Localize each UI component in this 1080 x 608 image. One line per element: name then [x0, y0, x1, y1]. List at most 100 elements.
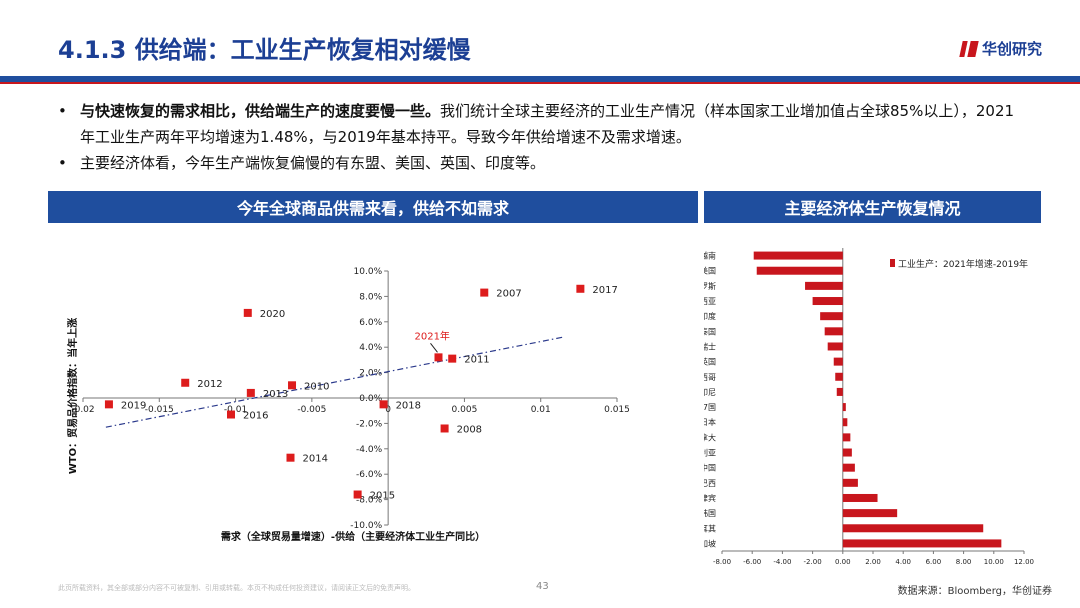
- category-label: 澳大利亚: [704, 448, 716, 458]
- x-tick-label: 0: [385, 405, 391, 415]
- category-label: 美国: [704, 266, 716, 276]
- category-label: 泰国: [704, 326, 716, 336]
- category-label: 墨西哥: [704, 373, 716, 382]
- bullet-emphasis: 与快速恢复的需求相比，供给端生产的速度要慢一些。: [80, 102, 441, 120]
- bar: [805, 281, 843, 290]
- x-tick-label: -0.005: [297, 405, 326, 415]
- category-label: 瑞士: [704, 341, 716, 351]
- bar: [812, 297, 843, 306]
- bar: [842, 539, 1002, 548]
- y-tick-label: -2.0%: [356, 419, 383, 429]
- bar: [842, 524, 984, 533]
- data-label: 2007: [496, 289, 521, 300]
- brand-name: 华创研究: [981, 40, 1042, 58]
- brand-logo: 华创研究: [959, 38, 1042, 59]
- category-label: 韩国: [704, 508, 716, 518]
- data-label: 2008: [457, 424, 482, 435]
- data-label: 2019: [121, 400, 146, 411]
- category-label: 土耳其: [704, 523, 716, 533]
- left-panel-title: 今年全球商品供需来看，供给不如需求: [48, 191, 698, 223]
- category-label: 加拿大: [704, 432, 716, 442]
- x-tick-label: 8.00: [956, 558, 972, 566]
- data-label: 2013: [263, 389, 288, 400]
- data-source: 数据来源：Bloomberg，华创证券: [897, 586, 1052, 597]
- data-point: [243, 308, 252, 317]
- bar-chart: -8.00 -6.00 -4.00 -2.00 0.00 2.00 4.00 6.00 8.00…: [704, 248, 1034, 566]
- data-point: [480, 288, 489, 297]
- y-tick-label: -10.0%: [350, 521, 382, 531]
- data-point: [353, 490, 362, 499]
- data-point: [104, 400, 113, 409]
- category-label: 英国: [704, 357, 716, 367]
- x-tick-label: 2.00: [865, 558, 881, 566]
- y-tick-label: 4.0%: [359, 343, 382, 353]
- brand-logo-icon: [959, 40, 979, 57]
- x-tick-label: 6.00: [926, 558, 942, 566]
- data-point: [379, 400, 388, 409]
- bar: [836, 387, 843, 396]
- y-tick-label: 8.0%: [359, 292, 382, 302]
- data-label: 2016: [243, 411, 268, 422]
- bar: [842, 448, 852, 457]
- scatter-chart: -0.02 -0.015 -0.01 -0.005 0 0.005 0.01 0.015 -10…: [66, 267, 630, 543]
- bar: [842, 478, 858, 487]
- y-tick-label: -8.0%: [356, 496, 383, 506]
- y-tick-label: 0.0%: [359, 394, 382, 404]
- bar: [833, 357, 843, 366]
- bar: [842, 433, 851, 442]
- disclaimer: 此页所载资料，其全部或部分内容不可被复制、引用或转载。本页不构成任何投资建议，请…: [58, 584, 415, 592]
- page-number: 43: [536, 581, 549, 592]
- y-tick-label: -6.0%: [356, 470, 383, 480]
- bar: [835, 372, 843, 381]
- x-tick-label: -0.02: [71, 405, 94, 415]
- legend-label: 工业生产：2021年增速-2019年: [898, 258, 1028, 270]
- category-label: 越南: [704, 251, 716, 261]
- category-label: 巴西: [704, 479, 716, 488]
- x-tick-label: 0.015: [604, 405, 630, 415]
- y-tick-label: -4.0%: [356, 445, 383, 455]
- right-panel-title: 主要经济体生产恢复情况: [704, 191, 1041, 223]
- y-tick-label: 2.0%: [359, 369, 382, 379]
- data-point: [246, 388, 255, 397]
- bar: [824, 327, 843, 336]
- category-label: 印尼: [704, 388, 716, 397]
- data-point: [448, 354, 457, 363]
- category-label: 菲律宾: [704, 493, 716, 503]
- x-tick-label: 0.005: [452, 405, 478, 415]
- bar: [842, 493, 878, 502]
- category-label: 马来西亚: [704, 297, 716, 306]
- category-label: 俄罗斯: [704, 281, 716, 291]
- x-tick-label: -0.01: [224, 405, 247, 415]
- category-label: 印度: [704, 311, 716, 321]
- data-point: [440, 424, 449, 433]
- x-tick-label: -2.00: [804, 558, 822, 566]
- category-label: 新加坡: [704, 538, 716, 548]
- x-tick-label: 4.00: [895, 558, 911, 566]
- data-label-2021: 2021年: [414, 329, 449, 342]
- data-label: 2014: [302, 454, 327, 465]
- bar: [756, 266, 843, 275]
- x-tick-label: 0.01: [531, 405, 551, 415]
- bullet-text: 我们统计全球主要经济的工业生产情况（样本国家工业增加值占全球85%以上），202…: [80, 102, 1015, 146]
- legend-swatch: [890, 259, 895, 267]
- data-point: [576, 284, 585, 293]
- y-axis-title: WTO：贸易品价格指数：当年上涨: [66, 318, 79, 474]
- callout-arrow: [430, 343, 438, 353]
- data-point: [226, 410, 235, 419]
- x-tick-label: -6.00: [743, 558, 761, 566]
- bar: [842, 463, 855, 472]
- x-tick-label: 12.00: [1014, 558, 1034, 566]
- data-point: [286, 453, 295, 462]
- data-label: 2011: [464, 355, 489, 366]
- x-tick-label: 0.00: [835, 558, 851, 566]
- header-rule-red: [0, 82, 1080, 84]
- bar: [842, 418, 848, 427]
- bar: [842, 403, 846, 412]
- data-label: 2018: [396, 400, 421, 411]
- bullet-list: 与快速恢复的需求相比，供给端生产的速度要慢一些。我们统计全球主要经济的工业生产情…: [58, 98, 1018, 176]
- bullet-item: 主要经济体看，今年生产端恢复偏慢的有东盟、美国、英国、印度等。: [58, 150, 1018, 176]
- category-label: 中国: [704, 463, 716, 473]
- bar: [827, 342, 843, 351]
- header-rule-blue: [0, 76, 1080, 82]
- x-tick-label: -4.00: [773, 558, 791, 566]
